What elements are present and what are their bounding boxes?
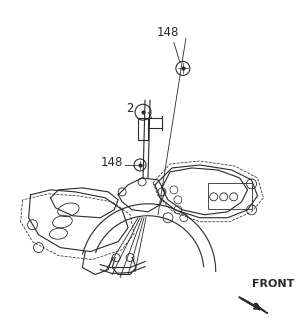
Bar [208,183,252,209]
Text: 148: 148 [157,26,179,39]
Text: 2: 2 [126,102,134,115]
Text: 148: 148 [101,156,124,170]
Text: FRONT: FRONT [252,279,294,290]
Polygon shape [254,303,267,313]
Bar [138,118,148,140]
FancyArrowPatch shape [242,299,260,309]
